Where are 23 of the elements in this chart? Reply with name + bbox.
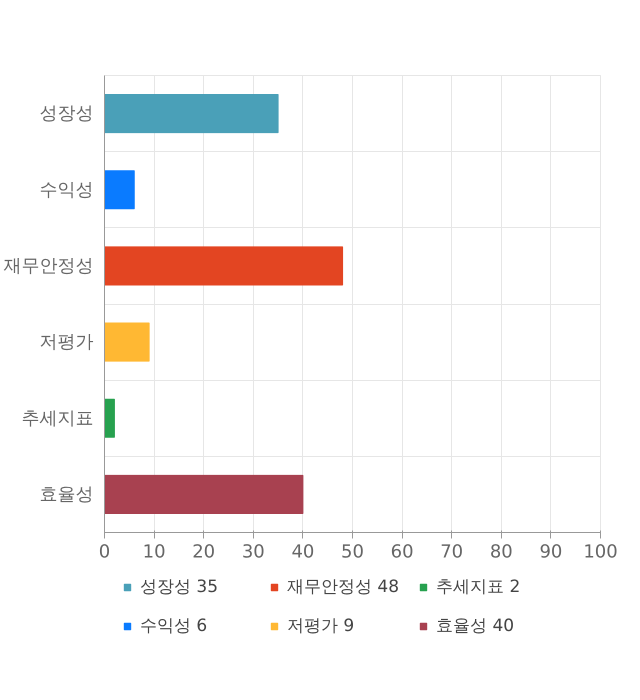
x-tick-label: 40: [291, 542, 314, 562]
y-tick-label: 성장성: [40, 103, 94, 124]
legend-label: 재무안정성 48: [287, 576, 400, 598]
x-tick-label: 20: [192, 542, 216, 562]
x-tick-label: 70: [440, 542, 464, 562]
x-tick-label: 30: [242, 542, 265, 562]
legend-label: 효율성 40: [436, 615, 516, 637]
x-tick-label: 100: [583, 542, 618, 562]
legend-label: 추세지표 2: [436, 576, 522, 598]
x-tick-label: 80: [490, 542, 513, 562]
x-tick-label: 60: [390, 542, 414, 562]
x-tick-label: 90: [539, 542, 562, 562]
y-tick-label: 재무안정성: [4, 255, 94, 276]
legend-label: 저평가 9: [287, 615, 356, 637]
x-tick-label: 0: [98, 542, 110, 562]
x-tick-label: 50: [341, 542, 364, 562]
legend-label: 수익성 6: [140, 615, 208, 637]
y-tick-label: 저평가: [40, 332, 94, 353]
y-tick-label: 수익성: [40, 179, 94, 200]
x-tick-label: 10: [142, 542, 166, 562]
y-tick-label: 추세지표: [22, 408, 94, 429]
y-tick-label: 효율성: [40, 484, 94, 505]
legend-label: 성장성 35: [140, 576, 220, 598]
